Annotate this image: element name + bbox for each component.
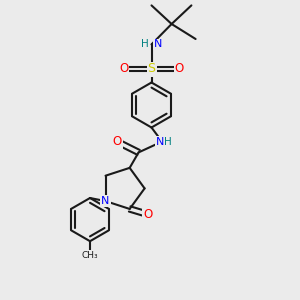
Text: N: N	[154, 39, 162, 50]
Text: CH₃: CH₃	[82, 251, 98, 260]
Text: H: H	[141, 39, 149, 50]
Text: O: O	[112, 135, 122, 148]
Text: O: O	[119, 62, 128, 76]
Text: N: N	[101, 196, 110, 206]
Text: N: N	[155, 136, 164, 147]
Text: O: O	[143, 208, 152, 221]
Text: O: O	[175, 62, 184, 76]
Text: S: S	[148, 62, 155, 76]
Text: H: H	[164, 136, 172, 147]
